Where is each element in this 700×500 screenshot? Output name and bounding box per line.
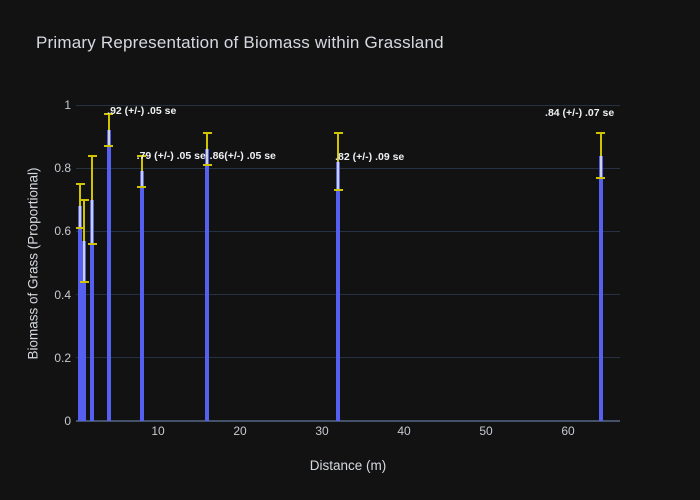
annotation-label: .92 (+/-) .05 se	[107, 104, 177, 117]
annotation-label: .84 (+/-) .07 se	[545, 106, 615, 119]
error-bar-cap-bottom	[87, 243, 97, 246]
error-bar-shaft-lower	[91, 199, 94, 245]
error-bar-shaft-upper	[599, 133, 602, 156]
annotation-label: .79 (+/-) .05 se	[136, 149, 206, 162]
gridline	[76, 294, 620, 296]
error-bar-cap-top	[79, 198, 89, 201]
bar	[139, 171, 144, 421]
error-bar-shaft-upper	[79, 184, 82, 207]
x-tick-label: 30	[315, 424, 329, 438]
error-bar-cap-bottom	[333, 189, 343, 192]
bar	[336, 161, 341, 421]
gridline	[76, 357, 620, 359]
error-bar-cap-top	[87, 154, 97, 157]
annotation-label: .82 (+/-) .09 se	[335, 150, 405, 163]
y-tick-label: 0.6	[54, 224, 71, 239]
error-bar-cap-bottom	[75, 227, 85, 230]
gridline	[76, 167, 620, 169]
bar	[106, 130, 111, 421]
gridline	[76, 104, 620, 106]
x-tick-label: 60	[561, 424, 575, 438]
error-bar-shaft-lower	[337, 161, 340, 191]
bar	[598, 155, 603, 421]
error-bar-cap-top	[104, 113, 114, 116]
error-bar-cap-top	[75, 183, 85, 185]
error-bar-shaft-upper	[91, 155, 94, 200]
error-bar-cap-bottom	[137, 186, 147, 189]
x-axis-title: Distance (m)	[309, 458, 387, 473]
y-tick-label: 1	[64, 98, 71, 112]
error-bar-cap-top	[596, 132, 606, 135]
error-bar-shaft-upper	[337, 133, 340, 162]
error-bar-cap-bottom	[596, 176, 606, 179]
x-tick-label: 20	[233, 424, 247, 438]
bar	[78, 206, 83, 421]
y-tick-label: 0.8	[54, 161, 71, 176]
error-bar-shaft-upper	[107, 114, 110, 131]
x-tick-label: 10	[151, 424, 165, 438]
x-axis-line	[76, 420, 620, 422]
error-bar-cap-bottom	[104, 145, 114, 148]
error-bar-shaft-lower	[140, 171, 143, 188]
gridline	[76, 230, 620, 232]
x-tick-label: 50	[479, 424, 493, 438]
bar	[90, 199, 95, 421]
y-tick-label: 0	[64, 414, 71, 428]
annotation-label: .86(+/-) .05 se	[209, 149, 276, 162]
x-tick-label: 40	[397, 424, 411, 438]
chart-title: Primary Representation of Biomass within…	[36, 33, 444, 52]
error-bar-shaft-upper	[206, 133, 209, 150]
error-bar-shaft-lower	[107, 130, 110, 147]
bar	[82, 240, 87, 421]
error-bar-shaft-lower	[599, 155, 602, 178]
error-bar-cap-top	[137, 154, 147, 157]
bar	[205, 149, 210, 421]
error-bar-shaft-lower	[79, 206, 82, 229]
error-bar-shaft-upper	[83, 199, 86, 241]
error-bar-shaft-lower	[206, 149, 209, 166]
error-bar-shaft-lower	[83, 240, 86, 282]
error-bar-cap-bottom	[79, 280, 89, 283]
y-tick-label: 0.2	[54, 350, 71, 365]
error-bar-cap-top	[333, 132, 343, 135]
error-bar-shaft-upper	[140, 155, 143, 172]
error-bar-cap-top	[202, 132, 212, 135]
y-axis-title: Biomass of Grass (Proportional)	[25, 167, 41, 360]
error-bar-cap-bottom	[202, 164, 212, 167]
y-tick-label: 0.4	[54, 287, 71, 302]
